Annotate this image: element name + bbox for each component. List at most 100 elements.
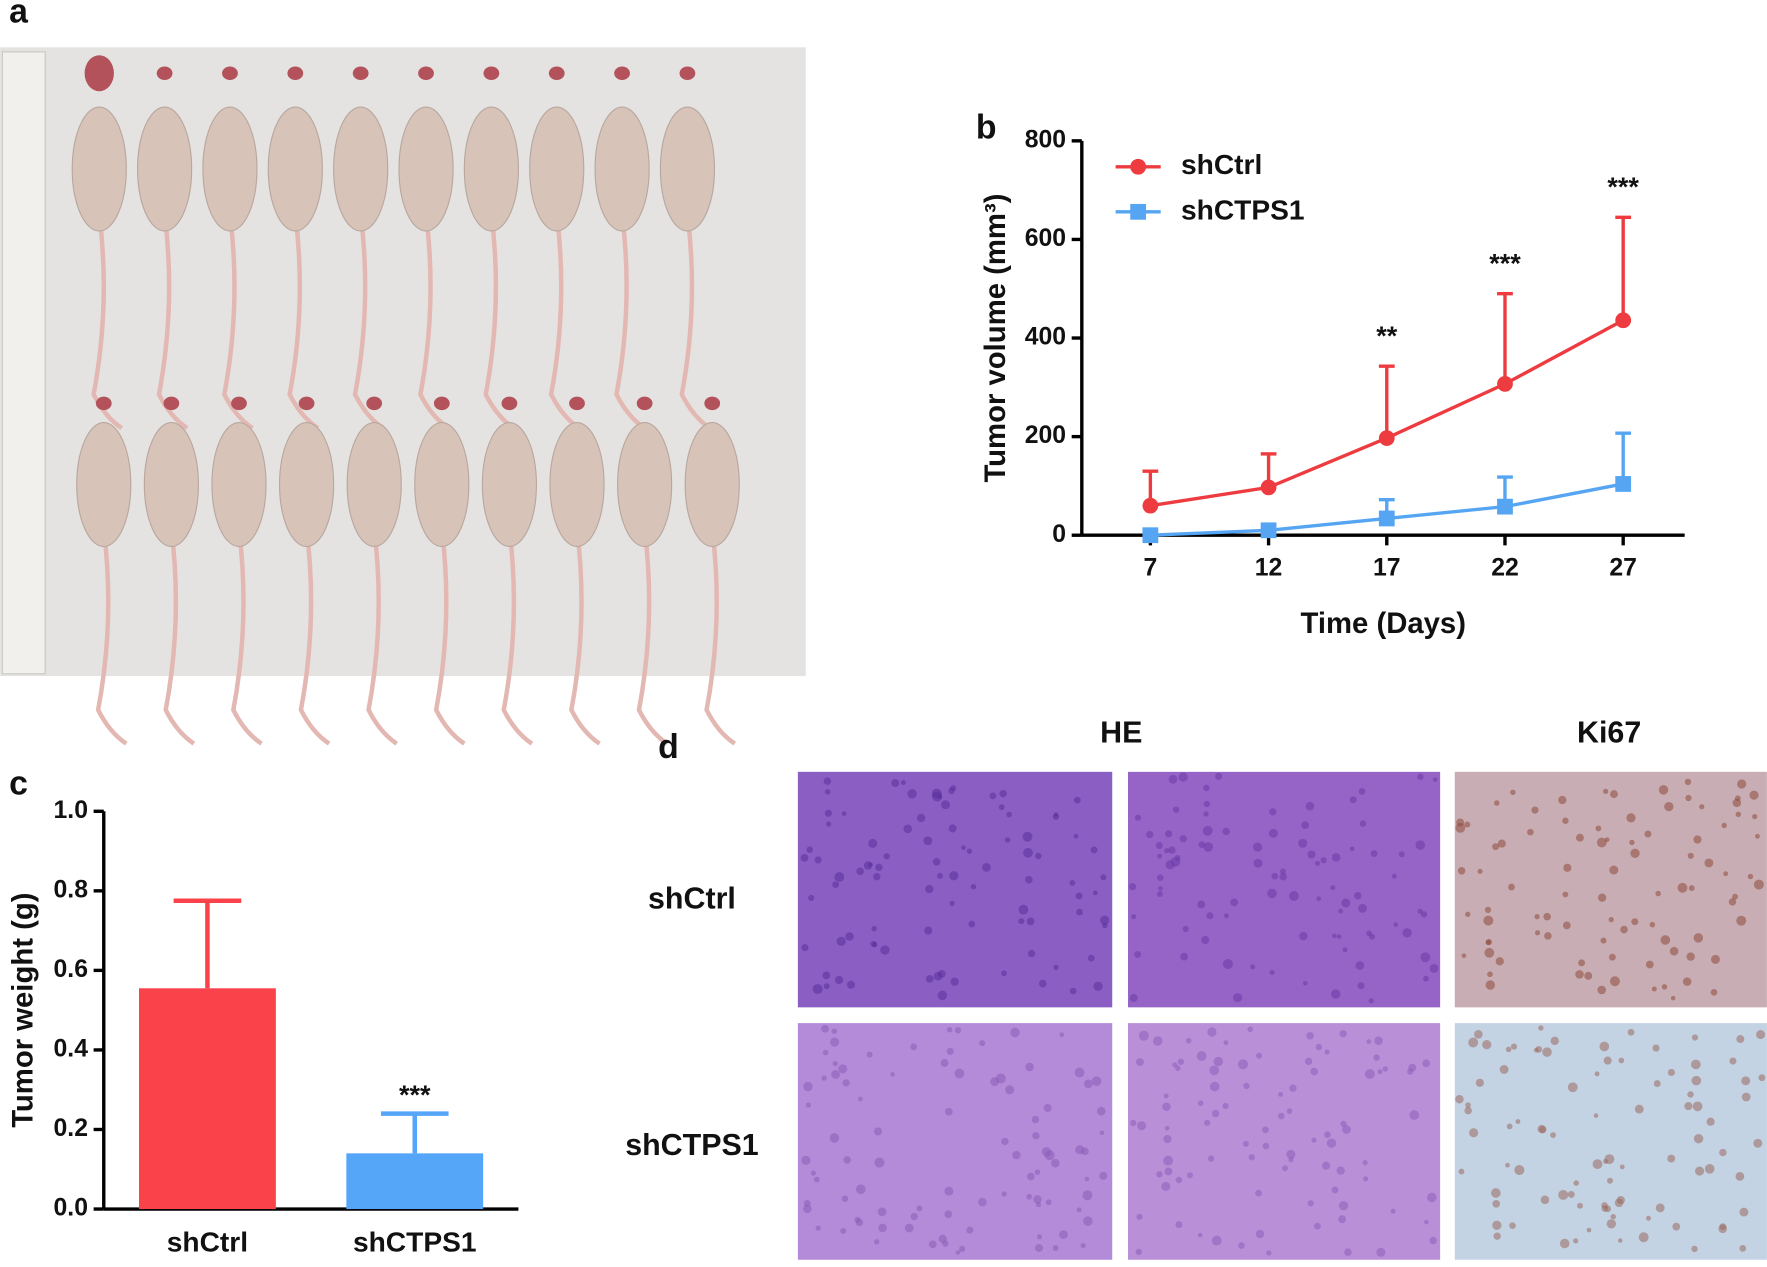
- cell: [1477, 868, 1483, 874]
- mouse-body: [549, 421, 605, 548]
- cell: [1018, 918, 1025, 925]
- point: [1497, 375, 1513, 392]
- cell: [1684, 778, 1692, 786]
- cell: [1178, 772, 1188, 782]
- he-image: [1128, 1023, 1441, 1260]
- cell: [1603, 1158, 1609, 1164]
- cell: [1269, 808, 1277, 816]
- cell: [805, 1102, 812, 1108]
- cell: [1607, 1177, 1614, 1184]
- mouse-body: [333, 106, 389, 232]
- cell: [1627, 1028, 1635, 1036]
- panel-label: c: [9, 764, 28, 802]
- cell: [1080, 1243, 1086, 1249]
- cell: [1215, 772, 1223, 780]
- cell: [1492, 1220, 1502, 1231]
- mouse-body: [414, 421, 470, 548]
- cell: [822, 1049, 829, 1056]
- panel-label: b: [976, 109, 997, 147]
- cell: [1687, 852, 1694, 859]
- cell: [1609, 865, 1619, 875]
- cell: [937, 990, 948, 1001]
- cell: [1531, 806, 1539, 814]
- cell: [1550, 1132, 1556, 1139]
- cell: [1487, 971, 1493, 978]
- cell: [1341, 898, 1351, 908]
- cell: [1279, 872, 1287, 881]
- cell: [1458, 1168, 1465, 1175]
- cell: [1278, 1092, 1284, 1097]
- cell: [1073, 796, 1081, 804]
- cell: [1586, 1227, 1592, 1233]
- cell: [1230, 898, 1239, 907]
- cell: [1364, 1068, 1375, 1080]
- cell: [1172, 1062, 1178, 1068]
- cell: [878, 1223, 887, 1233]
- cell: [900, 780, 906, 786]
- cell: [832, 881, 840, 889]
- x-tick-label: 7: [1143, 555, 1157, 582]
- cell: [1753, 879, 1764, 890]
- x-axis-title: Time (Days): [1301, 607, 1466, 640]
- cell: [821, 1075, 827, 1081]
- cell: [1492, 843, 1500, 851]
- cell: [1527, 828, 1534, 836]
- cell: [1629, 839, 1635, 846]
- tumor: [95, 396, 112, 411]
- cell: [1688, 885, 1695, 891]
- cell: [916, 1205, 923, 1212]
- cell: [1465, 911, 1471, 917]
- cell: [982, 862, 991, 872]
- cell: [1391, 873, 1397, 879]
- cell: [954, 1068, 965, 1079]
- cell: [1469, 1128, 1479, 1138]
- cell: [866, 1051, 873, 1058]
- cell: [1313, 1222, 1321, 1230]
- cell: [1362, 1160, 1368, 1166]
- cell-texture: [800, 772, 1766, 1257]
- cell: [946, 1047, 954, 1055]
- y-tick-label: 0: [1052, 521, 1066, 548]
- cell: [1753, 1138, 1763, 1148]
- cell: [1603, 788, 1609, 795]
- cell: [1732, 893, 1739, 900]
- cell: [1366, 1039, 1372, 1044]
- cell: [1250, 964, 1256, 970]
- cell: [1158, 886, 1163, 891]
- cell: [970, 883, 977, 890]
- cell: [1211, 1235, 1222, 1246]
- cell: [1608, 916, 1614, 923]
- cell: [1483, 915, 1494, 926]
- cell: [1729, 1057, 1737, 1065]
- cell: [824, 809, 832, 817]
- cell: [1359, 820, 1367, 827]
- cell: [1059, 1032, 1065, 1038]
- mouse-body: [267, 106, 323, 232]
- cell: [948, 824, 957, 833]
- mouse-body: [684, 421, 740, 548]
- cell: [1324, 1131, 1331, 1138]
- cell: [1755, 833, 1760, 839]
- y-tick-label: 0.2: [54, 1115, 88, 1142]
- cell: [1373, 1054, 1380, 1061]
- tail: [679, 213, 712, 431]
- cell: [1157, 853, 1163, 859]
- cell: [880, 945, 890, 955]
- cell: [1691, 1034, 1699, 1041]
- cell: [1495, 957, 1504, 966]
- cell: [931, 788, 942, 799]
- cell: [1718, 1224, 1727, 1234]
- cell: [1382, 1066, 1389, 1072]
- tumor: [287, 66, 304, 81]
- cell: [1685, 794, 1692, 802]
- cell: [1168, 846, 1176, 854]
- cell: [1256, 1052, 1263, 1059]
- cell: [1025, 875, 1033, 884]
- cell: [857, 1096, 863, 1102]
- point: [1142, 497, 1159, 514]
- cell: [1006, 811, 1012, 818]
- cell: [1510, 789, 1516, 796]
- cell: [1691, 1075, 1702, 1086]
- cell: [836, 936, 846, 946]
